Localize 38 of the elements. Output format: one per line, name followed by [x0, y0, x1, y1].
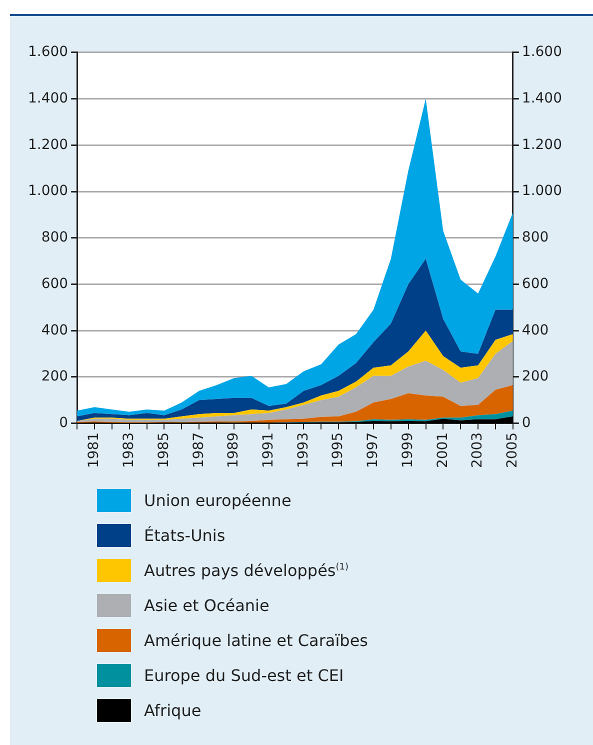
- x-tick-label: 1999: [400, 432, 416, 468]
- y-tick-label: 600: [41, 276, 68, 292]
- y-tick-label: 1.200: [28, 136, 68, 153]
- legend-label: Union européenne: [144, 491, 292, 510]
- x-tick-label: 1983: [121, 432, 138, 468]
- y2-tick-label: 1.200: [522, 136, 562, 153]
- y2-tick-label: 1.000: [522, 183, 562, 200]
- x-tick-label: 1981: [86, 432, 102, 468]
- legend-label: Afrique: [144, 701, 202, 720]
- y-tick-label: 0: [59, 415, 68, 432]
- x-tick-label: 1995: [330, 432, 346, 468]
- y2-tick-label: 1.400: [522, 90, 562, 106]
- legend-label: Amérique latine et Caraïbes: [144, 631, 368, 650]
- y-tick-label: 400: [41, 322, 68, 338]
- y2-tick-label: 800: [522, 230, 549, 246]
- legend-label: Europe du Sud-est et CEI: [144, 666, 344, 685]
- x-tick-label: 1991: [260, 432, 276, 468]
- x-tick-label: 1989: [226, 432, 242, 468]
- y-tick-label: 1.400: [28, 90, 68, 106]
- y-tick-label: 1.600: [28, 44, 68, 60]
- y-tick-label: 200: [41, 368, 68, 385]
- x-tick-label: 1993: [295, 432, 312, 468]
- y2-tick-label: 0: [522, 415, 531, 432]
- y-tick-label: 800: [41, 230, 68, 246]
- x-tick-label: 1987: [190, 432, 207, 468]
- x-tick-label: 2005: [504, 432, 521, 468]
- x-tick-label: 2001: [434, 432, 451, 468]
- y2-tick-label: 200: [522, 368, 549, 385]
- legend-label: Autres pays développés$^{(1)}$: [144, 561, 348, 580]
- legend-label: Asie et Océanie: [144, 596, 270, 615]
- x-tick-label: 1985: [156, 432, 172, 468]
- y-tick-label: 1.000: [28, 183, 68, 200]
- legend-label: États-Unis: [144, 526, 226, 545]
- y2-tick-label: 600: [522, 276, 549, 292]
- x-tick-label: 2003: [470, 432, 486, 468]
- x-tick-label: 1997: [365, 432, 382, 468]
- y2-tick-label: 1.600: [522, 44, 562, 60]
- y2-tick-label: 400: [522, 322, 549, 338]
